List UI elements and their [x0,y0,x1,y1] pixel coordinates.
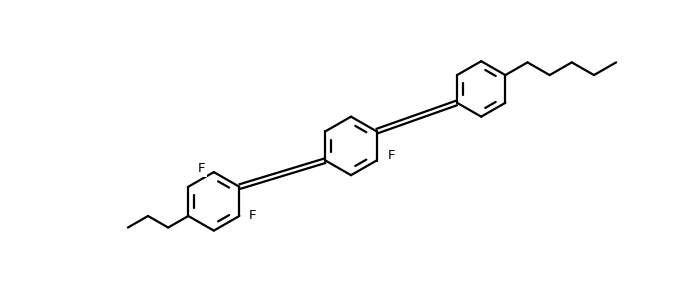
Polygon shape [457,61,505,117]
Text: F: F [248,209,256,223]
Polygon shape [188,172,239,231]
Text: F: F [388,149,395,162]
Text: F: F [197,162,205,175]
Polygon shape [326,117,377,175]
